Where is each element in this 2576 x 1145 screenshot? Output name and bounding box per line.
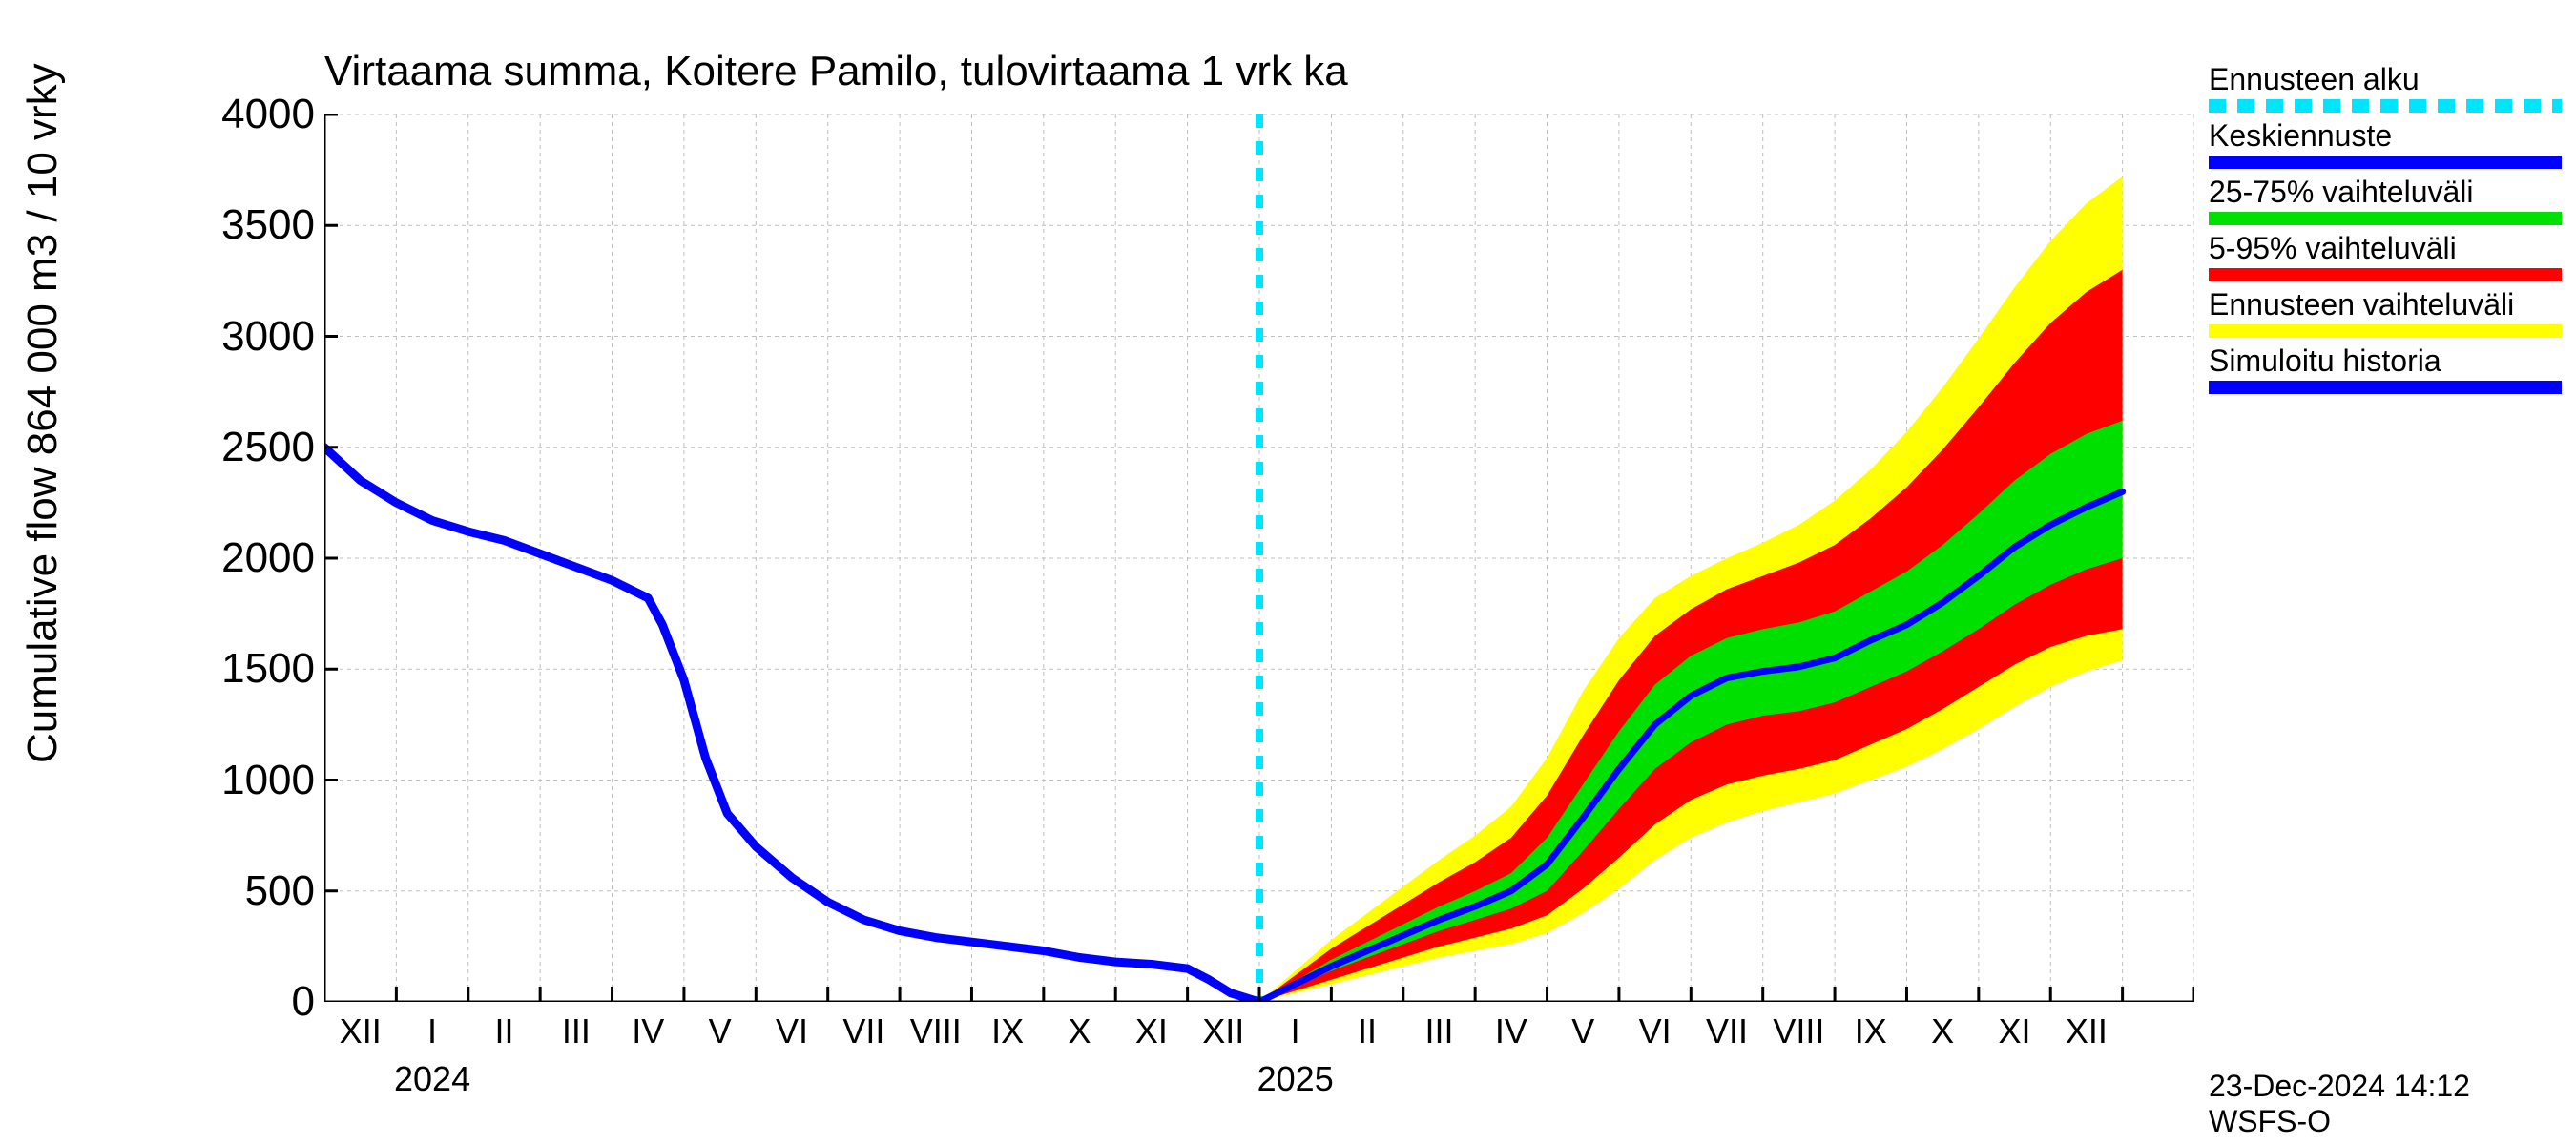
x-tick-label: X bbox=[1069, 1011, 1091, 1051]
x-tick-label: VII bbox=[842, 1011, 884, 1051]
legend-swatch bbox=[2209, 324, 2562, 338]
y-tick-label: 500 bbox=[245, 867, 315, 915]
x-tick-label: II bbox=[494, 1011, 513, 1051]
legend-swatch bbox=[2209, 381, 2562, 394]
y-tick-label: 2000 bbox=[221, 534, 315, 582]
x-tick-label: I bbox=[427, 1011, 437, 1051]
x-tick-label: IX bbox=[1855, 1011, 1887, 1051]
x-axis-ticks: XIIIIIIIIIVVVIVIIVIIIIXXXIXIIIIIIIIIVVVI… bbox=[324, 1011, 2194, 1088]
page-root: Virtaama summa, Koitere Pamilo, tulovirt… bbox=[0, 0, 2576, 1145]
y-axis-ticks: 05001000150020002500300035004000 bbox=[143, 114, 315, 1002]
x-year-label: 2025 bbox=[1257, 1059, 1334, 1099]
x-tick-label: XII bbox=[1202, 1011, 1244, 1051]
x-tick-label: X bbox=[1931, 1011, 1954, 1051]
legend-label: Ennusteen alku bbox=[2209, 62, 2562, 97]
x-tick-label: V bbox=[1571, 1011, 1594, 1051]
legend-swatch bbox=[2209, 212, 2562, 225]
x-year-label: 2024 bbox=[394, 1059, 470, 1099]
x-tick-label: VIII bbox=[910, 1011, 962, 1051]
x-tick-label: VIII bbox=[1773, 1011, 1824, 1051]
x-tick-label: III bbox=[562, 1011, 591, 1051]
legend-item: 5-95% vaihteluväli bbox=[2209, 231, 2562, 281]
x-tick-label: V bbox=[709, 1011, 732, 1051]
footer-timestamp: 23-Dec-2024 14:12 WSFS-O bbox=[2209, 1069, 2576, 1139]
x-tick-label: II bbox=[1358, 1011, 1377, 1051]
legend-label: 25-75% vaihteluväli bbox=[2209, 175, 2562, 210]
x-tick-label: XII bbox=[2066, 1011, 2108, 1051]
legend-swatch bbox=[2209, 156, 2562, 169]
plot-svg bbox=[324, 114, 2194, 1002]
x-tick-label: IX bbox=[991, 1011, 1024, 1051]
legend-item: Ennusteen alku bbox=[2209, 62, 2562, 113]
legend-label: Ennusteen vaihteluväli bbox=[2209, 287, 2562, 323]
x-tick-label: XI bbox=[1999, 1011, 2031, 1051]
y-tick-label: 2500 bbox=[221, 424, 315, 471]
legend-item: Ennusteen vaihteluväli bbox=[2209, 287, 2562, 338]
x-tick-label: VI bbox=[1639, 1011, 1672, 1051]
x-tick-label: I bbox=[1291, 1011, 1300, 1051]
legend-label: Keskiennuste bbox=[2209, 118, 2562, 154]
legend-swatch bbox=[2209, 268, 2562, 281]
x-tick-label: XII bbox=[340, 1011, 382, 1051]
x-tick-label: IV bbox=[632, 1011, 664, 1051]
x-tick-label: IV bbox=[1495, 1011, 1527, 1051]
y-tick-label: 3000 bbox=[221, 313, 315, 361]
y-tick-label: 1000 bbox=[221, 757, 315, 804]
x-tick-label: XI bbox=[1135, 1011, 1168, 1051]
legend-item: Keskiennuste bbox=[2209, 118, 2562, 169]
y-tick-label: 1500 bbox=[221, 645, 315, 693]
legend-swatch bbox=[2209, 99, 2562, 113]
y-tick-label: 3500 bbox=[221, 201, 315, 249]
plot-area bbox=[324, 114, 2194, 1002]
x-tick-label: VII bbox=[1706, 1011, 1748, 1051]
legend: Ennusteen alku Keskiennuste 25-75% vaihtel… bbox=[2209, 62, 2562, 400]
x-tick-label: III bbox=[1424, 1011, 1453, 1051]
y-tick-label: 4000 bbox=[221, 91, 315, 138]
chart-title: Virtaama summa, Koitere Pamilo, tulovirt… bbox=[324, 48, 1348, 95]
y-tick-label: 0 bbox=[292, 978, 315, 1026]
legend-item: Simuloitu historia bbox=[2209, 344, 2562, 394]
legend-label: 5-95% vaihteluväli bbox=[2209, 231, 2562, 266]
legend-item: 25-75% vaihteluväli bbox=[2209, 175, 2562, 225]
x-tick-label: VI bbox=[776, 1011, 808, 1051]
legend-label: Simuloitu historia bbox=[2209, 344, 2562, 379]
y-axis-label: Cumulative flow 864 000 m3 / 10 vrky bbox=[19, 63, 67, 763]
